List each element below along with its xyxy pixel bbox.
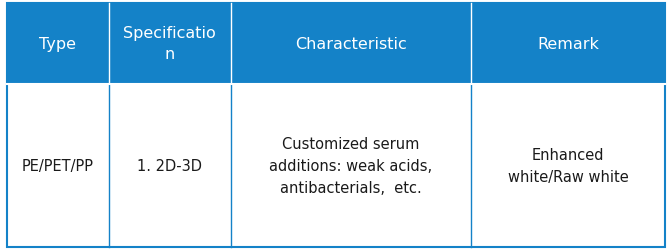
Bar	[471, 84, 665, 248]
Bar	[7, 4, 109, 84]
Text: Characteristic: Characteristic	[295, 36, 407, 52]
Bar	[471, 4, 665, 84]
Bar	[7, 84, 109, 248]
Text: Customized serum
additions: weak acids,
antibacterials,  etc.: Customized serum additions: weak acids, …	[269, 136, 432, 196]
Text: Type: Type	[39, 36, 76, 52]
Text: Remark: Remark	[537, 36, 599, 52]
Bar	[230, 84, 471, 248]
Text: PE/PET/PP: PE/PET/PP	[22, 158, 94, 173]
Text: Specificatio
n: Specificatio n	[124, 26, 216, 62]
Bar	[109, 84, 230, 248]
Text: 1. 2D-3D: 1. 2D-3D	[137, 158, 202, 173]
Bar	[230, 4, 471, 84]
Text: Enhanced
white/Raw white: Enhanced white/Raw white	[508, 147, 628, 184]
Bar	[109, 4, 230, 84]
